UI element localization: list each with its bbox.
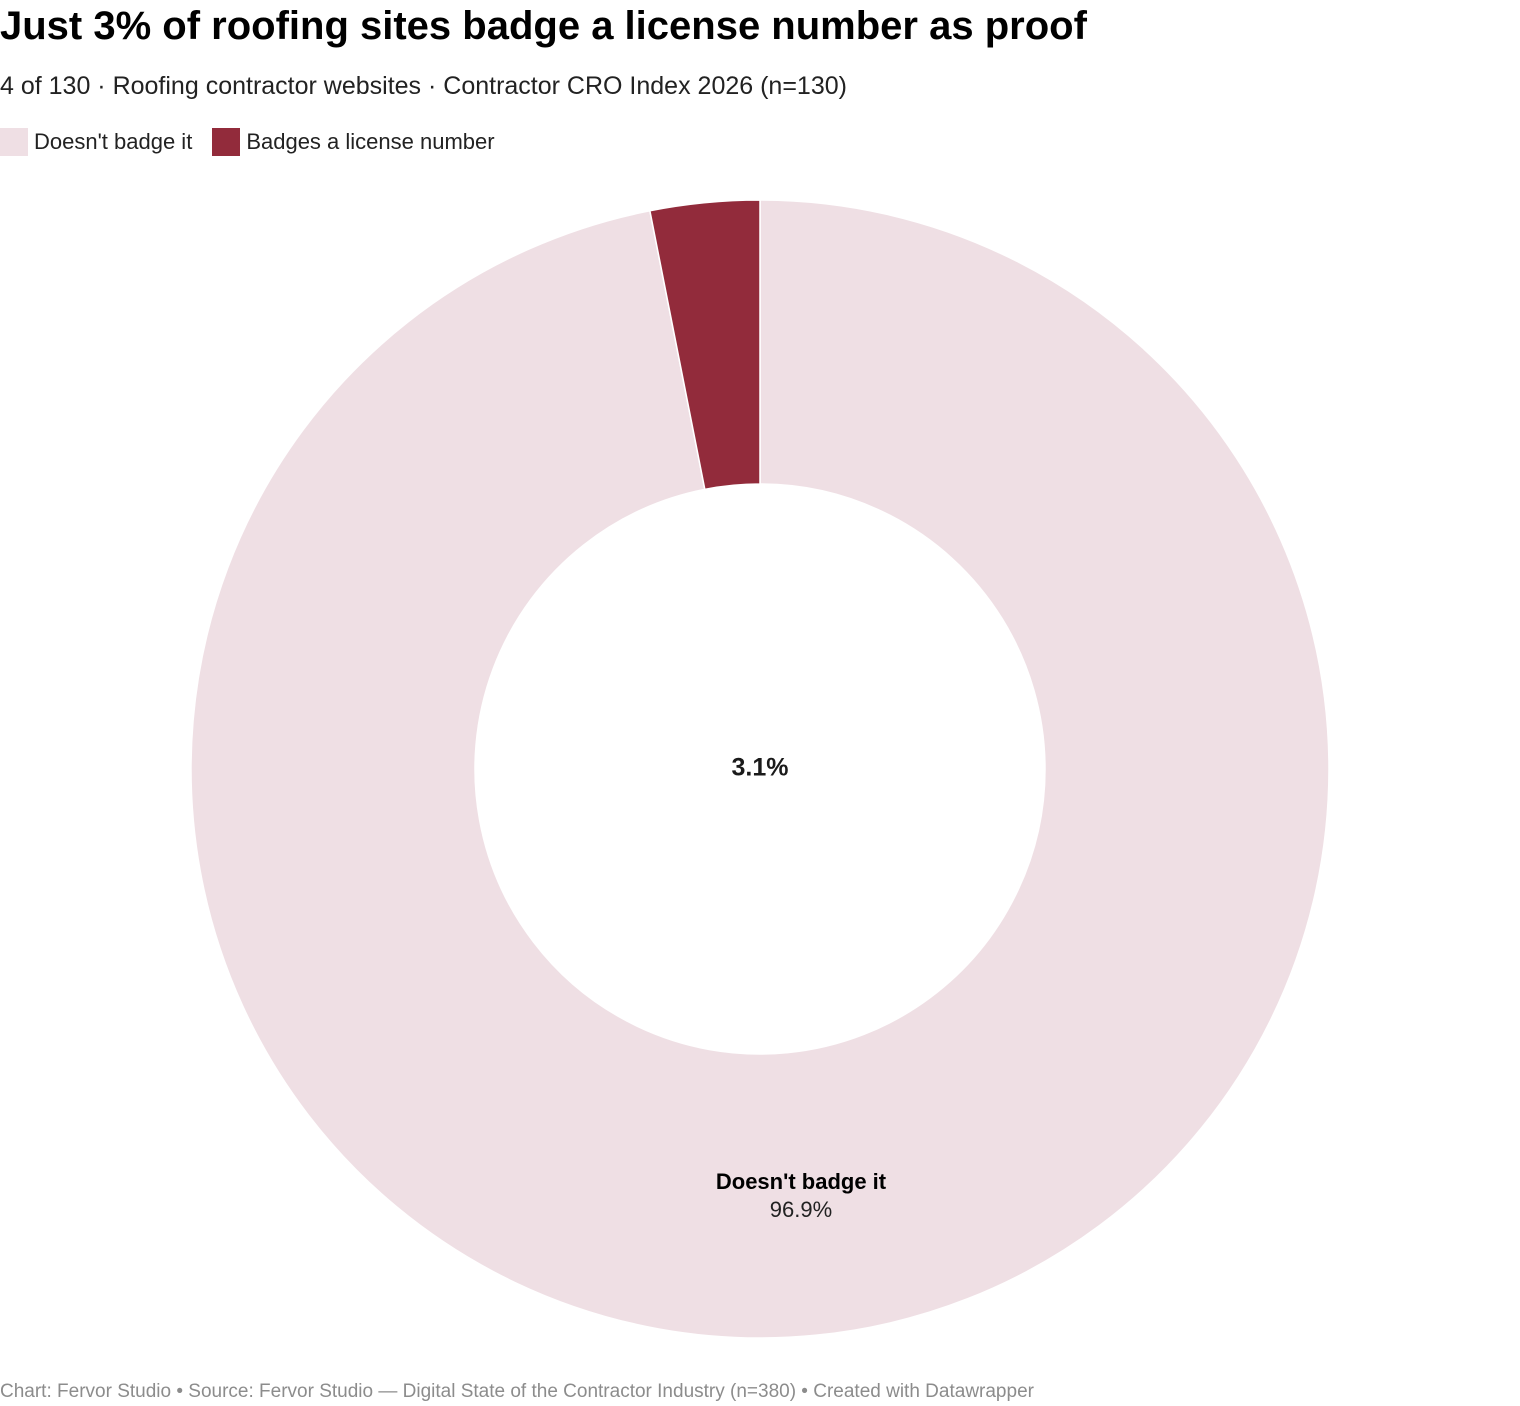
chart-legend: Doesn't badge it Badges a license number: [0, 128, 515, 156]
donut-chart: 3.1% Doesn't badge it 96.9%: [190, 199, 1330, 1339]
donut-slices: [190, 199, 1330, 1339]
legend-label-doesnt-badge: Doesn't badge it: [34, 129, 193, 154]
legend-label-badges-license: Badges a license number: [246, 129, 495, 154]
slice-label-doesnt-badge: Doesn't badge it: [716, 1169, 887, 1194]
slice-value-doesnt-badge: 96.9%: [770, 1197, 832, 1222]
chart-footer: Chart: Fervor Studio • Source: Fervor St…: [0, 1381, 1034, 1402]
chart-title: Just 3% of roofing sites badge a license…: [0, 4, 1087, 48]
center-value-label: 3.1%: [732, 754, 789, 782]
legend-item-doesnt-badge: Doesn't badge it: [0, 128, 192, 156]
legend-swatch-badges-license: [212, 128, 241, 156]
donut-slice-badges-license: [648, 199, 761, 491]
donut-slice-doesnt-badge: [190, 199, 1330, 1339]
legend-swatch-doesnt-badge: [0, 128, 28, 156]
legend-item-badges-license: Badges a license number: [212, 128, 495, 156]
chart-subtitle: 4 of 130 · Roofing contractor websites ·…: [0, 72, 847, 100]
